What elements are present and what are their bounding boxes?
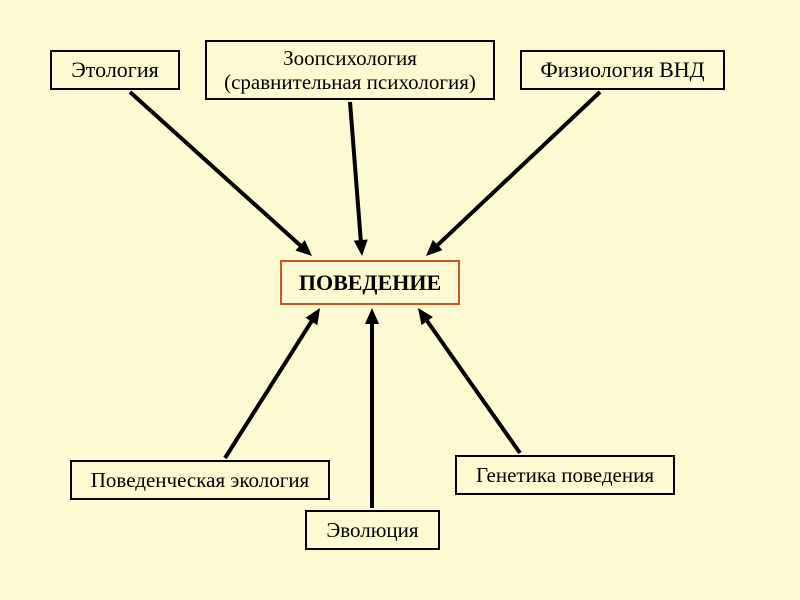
node-evolution-label: Эволюция [326,518,418,542]
node-genetics: Генетика поведения [455,455,675,495]
diagram-canvas: Этология Зоопсихология (сравнительная пс… [0,0,800,600]
node-behavior-label: ПОВЕДЕНИЕ [299,270,441,295]
node-genetics-label: Генетика поведения [476,463,654,487]
node-behavior: ПОВЕДЕНИЕ [280,260,460,305]
node-physiology: Физиология ВНД [520,50,725,90]
node-zoopsych: Зоопсихология (сравнительная психология) [205,40,495,100]
node-zoopsych-label: Зоопсихология (сравнительная психология) [224,46,476,94]
node-ethology: Этология [50,50,180,90]
node-physiology-label: Физиология ВНД [540,57,704,82]
node-ethology-label: Этология [71,57,158,82]
node-behav-ecology-label: Поведенческая экология [91,468,309,492]
node-evolution: Эволюция [305,510,440,550]
node-behav-ecology: Поведенческая экология [70,460,330,500]
